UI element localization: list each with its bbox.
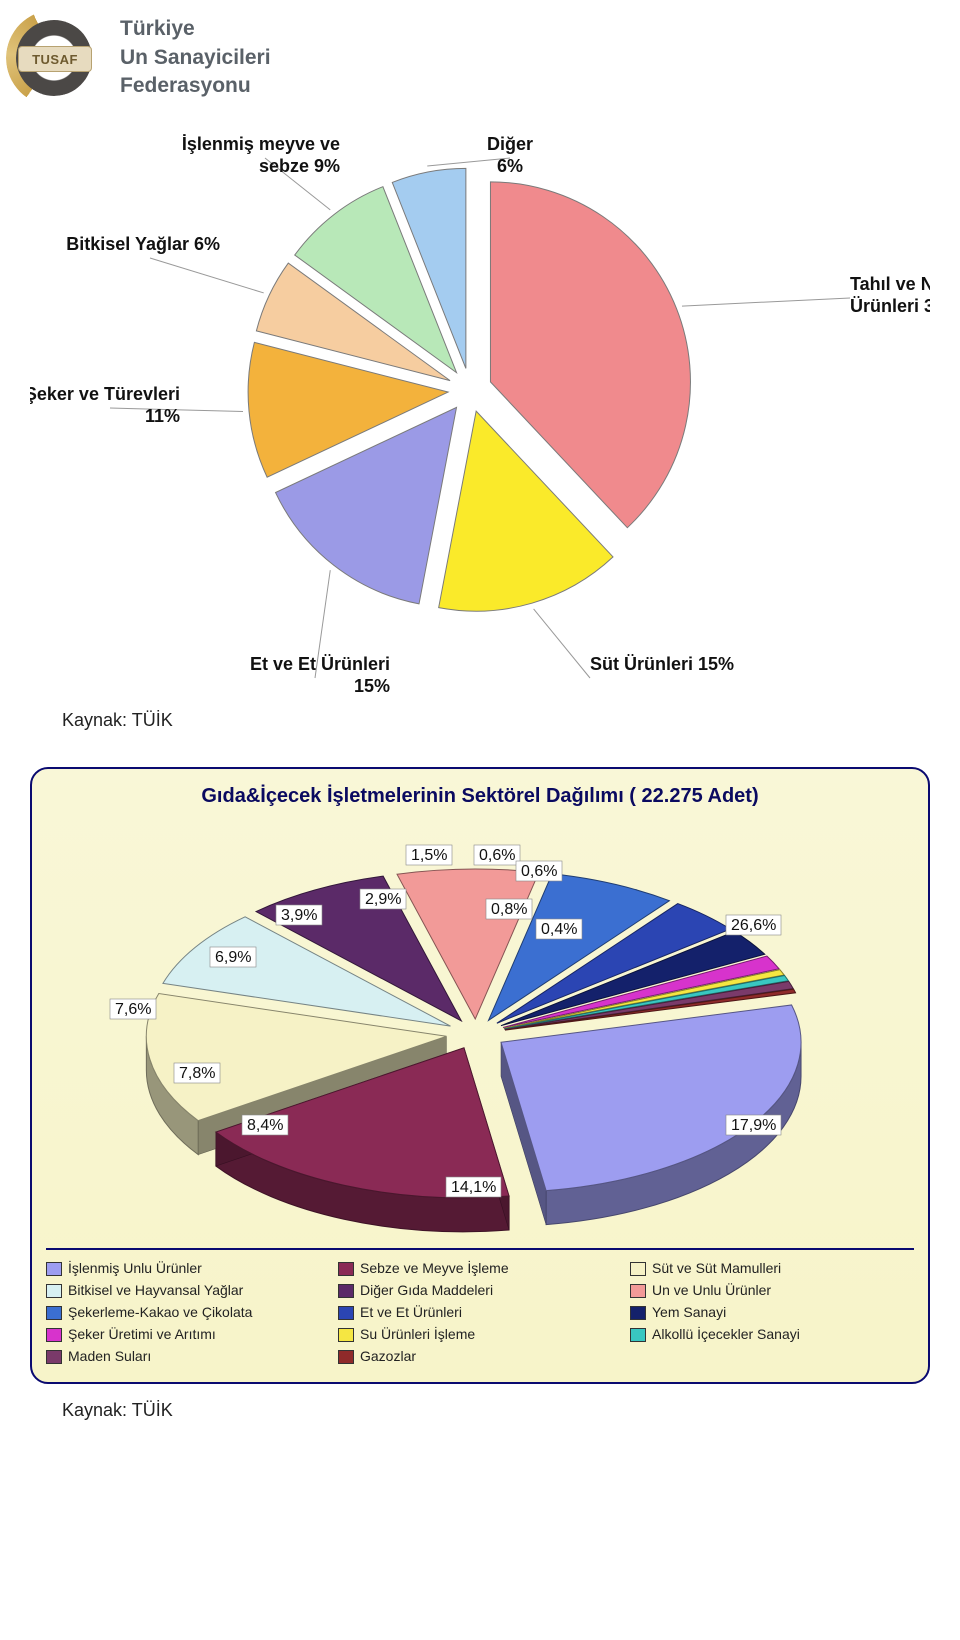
chart2-title: Gıda&İçecek İşletmelerinin Sektörel Dağı… [46,785,914,808]
org-line: Federasyonu [120,72,271,100]
leader-line [534,609,590,678]
legend-item: Sebze ve Meyve İşleme [338,1260,622,1276]
legend-item: Yem Sanayi [630,1304,914,1320]
legend-swatch [46,1350,62,1364]
legend-item [630,1348,914,1364]
pct-label: 1,5% [411,847,447,864]
pie-label: Süt Ürünleri 15% [590,654,734,674]
pct-label: 14,1% [451,1179,496,1196]
legend-label: Yem Sanayi [652,1304,726,1320]
pie3d-slice [501,1005,801,1191]
legend-item: Gazozlar [338,1348,622,1364]
pct-label: 0,6% [521,863,557,880]
legend-label: Sebze ve Meyve İşleme [360,1260,509,1276]
pct-label: 17,9% [731,1117,776,1134]
source-2: Kaynak: TÜİK [62,1400,960,1421]
legend-label: Bitkisel ve Hayvansal Yağlar [68,1282,243,1298]
pct-label: 7,8% [179,1065,215,1082]
legend-item: Un ve Unlu Ürünler [630,1282,914,1298]
chart2-legend: İşlenmiş Unlu Ürünler Sebze ve Meyve İşle… [46,1248,914,1364]
pie-label: Diğer [487,134,533,154]
pct-label: 2,9% [365,891,401,908]
pct-label: 0,8% [491,901,527,918]
legend-item: Şekerleme-Kakao ve Çikolata [46,1304,330,1320]
legend-swatch [338,1350,354,1364]
leader-line [150,258,264,293]
legend-item: Süt ve Süt Mamulleri [630,1260,914,1276]
pct-label: 26,6% [731,917,776,934]
legend-label: Maden Suları [68,1348,151,1364]
logo-text: TUSAF [18,46,92,72]
legend-label: Gazozlar [360,1348,416,1364]
pie-chart-top: Tahıl ve NişastaÜrünleri 38% Süt Ürünleri… [30,130,930,700]
org-line: Türkiye [120,15,271,43]
legend-label: Un ve Unlu Ürünler [652,1282,771,1298]
legend-item: Bitkisel ve Hayvansal Yağlar [46,1282,330,1298]
pct-label: 7,6% [115,1001,151,1018]
pie-label: İşlenmiş meyve ve [182,134,340,154]
legend-item: Su Ürünleri İşleme [338,1326,622,1342]
legend-swatch [338,1284,354,1298]
legend-swatch [46,1328,62,1342]
pie-label: Şeker ve Türevleri [30,384,180,404]
org-line: Un Sanayicileri [120,44,271,72]
legend-swatch [338,1328,354,1342]
legend-item: Maden Suları [46,1348,330,1364]
legend-swatch [46,1306,62,1320]
header: TUSAF Türkiye Un Sanayicileri Federasyon… [0,0,960,112]
pie-label: Ürünleri 38% [850,296,930,316]
legend-swatch [630,1284,646,1298]
chart2-frame: Gıda&İçecek İşletmelerinin Sektörel Dağı… [30,767,930,1384]
pie-label: 6% [497,156,523,176]
legend-label: Su Ürünleri İşleme [360,1326,475,1342]
pie-label: sebze 9% [259,156,340,176]
legend-item: Et ve Et Ürünleri [338,1304,622,1320]
pct-label: 8,4% [247,1117,283,1134]
chart1-container: Tahıl ve NişastaÜrünleri 38% Süt Ürünleri… [30,130,930,700]
legend-swatch [630,1328,646,1342]
pie-label: 15% [354,676,390,696]
legend-item: Alkollü İçecekler Sanayi [630,1326,914,1342]
legend-label: Şekerleme-Kakao ve Çikolata [68,1304,252,1320]
pie-label: Tahıl ve Nişasta [850,274,930,294]
pct-label: 0,4% [541,921,577,938]
source-1: Kaynak: TÜİK [62,710,960,731]
pct-label: 0,6% [479,847,515,864]
legend-label: Şeker Üretimi ve Arıtımı [68,1326,216,1342]
legend-swatch [46,1262,62,1276]
legend-item: Şeker Üretimi ve Arıtımı [46,1326,330,1342]
legend-swatch [630,1262,646,1276]
pct-label: 3,9% [281,907,317,924]
org-name: Türkiye Un Sanayicileri Federasyonu [120,15,271,100]
legend-swatch [630,1306,646,1320]
legend-item: Diğer Gıda Maddeleri [338,1282,622,1298]
legend-label: Et ve Et Ürünleri [360,1304,462,1320]
pie-label: Bitkisel Yağlar 6% [66,234,220,254]
pie-label: 11% [145,406,180,426]
legend-label: İşlenmiş Unlu Ürünler [68,1260,202,1276]
leader-line [682,298,850,306]
legend-swatch [338,1306,354,1320]
pie-label: Et ve Et Ürünleri [250,654,390,674]
tusaf-logo-icon: TUSAF [6,10,102,106]
pie-chart-3d: 26,6% 17,9% 14,1% 8,4% 7,8% 7,6% 6,9% 3,9% 2,9% 1… [46,814,906,1234]
legend-label: Alkollü İçecekler Sanayi [652,1326,800,1342]
legend-label: Süt ve Süt Mamulleri [652,1260,781,1276]
pct-label: 6,9% [215,949,251,966]
legend-swatch [338,1262,354,1276]
legend-label: Diğer Gıda Maddeleri [360,1282,493,1298]
legend-swatch [46,1284,62,1298]
legend-item: İşlenmiş Unlu Ürünler [46,1260,330,1276]
